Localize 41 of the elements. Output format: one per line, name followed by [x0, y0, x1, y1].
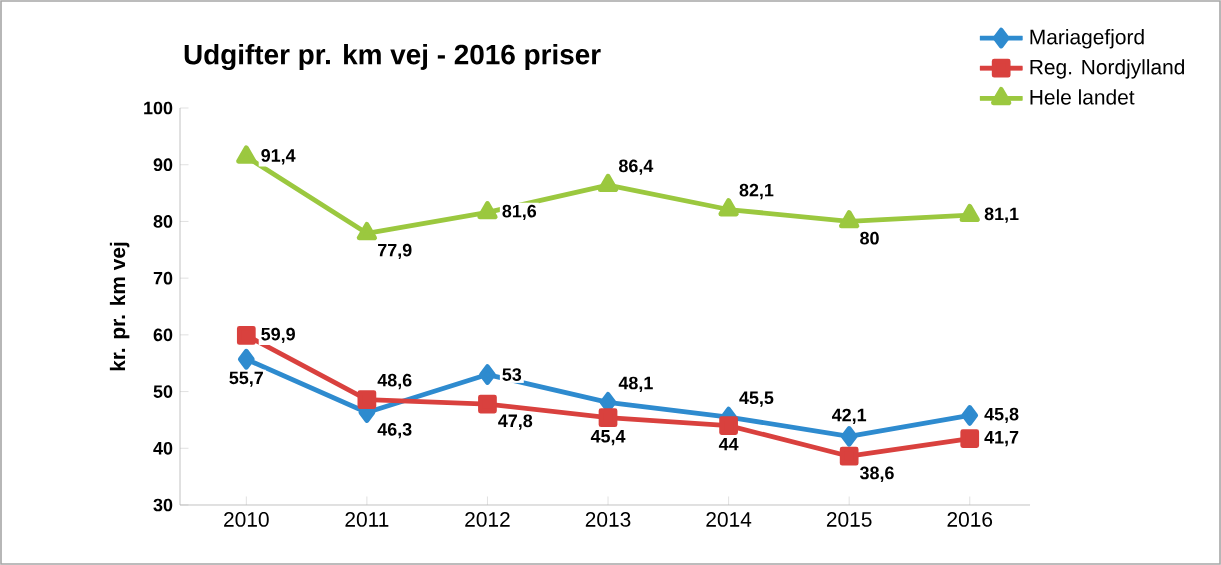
- data-label: 55,7: [229, 371, 263, 387]
- x-tick-label: 2012: [465, 512, 510, 527]
- legend-label: Hele landet: [1030, 89, 1135, 105]
- x-tick-label: 2011: [345, 512, 389, 527]
- x-tick-label: 2016: [947, 512, 993, 527]
- data-label: 59,9: [261, 327, 295, 344]
- data-label: 42,1: [831, 408, 867, 424]
- chart-title: Udgifter pr. km vej - 2016 priser: [184, 43, 601, 71]
- data-label: 45,8: [984, 407, 1019, 424]
- y-tick-label: 70: [153, 271, 173, 285]
- data-label: 91,4: [261, 149, 296, 165]
- data-label: 77,9: [378, 243, 412, 260]
- x-tick-label: 2014: [706, 512, 752, 527]
- data-label: 86,4: [618, 159, 654, 175]
- data-label: 82,1: [739, 183, 774, 200]
- legend-label: Mariagefjord: [1030, 29, 1144, 49]
- y-tick-label: 90: [153, 158, 173, 172]
- data-label: 81,6: [502, 204, 537, 221]
- data-label: 53: [502, 368, 522, 381]
- y-tick-label: 40: [153, 441, 173, 455]
- data-label: 47,8: [498, 414, 533, 430]
- y-tick-label: 60: [153, 328, 173, 342]
- legend-label: Reg. Nordjylland: [1030, 59, 1185, 79]
- data-label: 45,4: [590, 430, 626, 446]
- data-label: 48,1: [618, 376, 653, 392]
- y-tick-label: 50: [153, 385, 173, 398]
- x-tick-label: 2010: [224, 512, 269, 527]
- x-tick-label: 2015: [826, 512, 872, 527]
- y-axis-title: kr. pr. km vej: [109, 242, 130, 371]
- data-label: 48,6: [377, 373, 412, 390]
- data-label: 46,3: [377, 422, 412, 439]
- y-tick-label: 30: [153, 498, 173, 512]
- data-label: 45,5: [739, 391, 774, 407]
- data-label: 80: [860, 231, 879, 245]
- data-label: 41,7: [984, 431, 1019, 447]
- data-label: 44: [718, 437, 739, 451]
- y-tick-label: 100: [144, 101, 173, 115]
- data-label: 81,1: [984, 207, 1019, 223]
- y-tick-label: 80: [153, 215, 173, 228]
- data-label: 38,6: [859, 466, 894, 482]
- x-tick-label: 2013: [585, 512, 631, 527]
